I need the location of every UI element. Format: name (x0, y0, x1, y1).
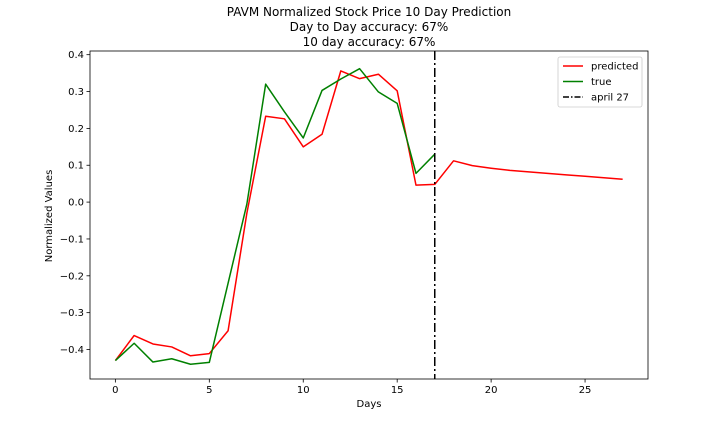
y-tick-label: 0.3 (68, 87, 84, 98)
legend-box (557, 56, 643, 108)
plot-frame (89, 50, 649, 380)
y-tick-label: −0.4 (60, 345, 84, 356)
legend-label-april-27: april 27 (591, 93, 629, 104)
y-tick-label: −0.1 (60, 234, 84, 245)
x-tick-label: 5 (206, 385, 212, 396)
legend: predicted true april 27 (557, 56, 643, 108)
y-tick-label: 0.4 (68, 50, 84, 61)
plot-area (114, 51, 623, 379)
x-tick-label: 20 (485, 385, 498, 396)
y-tick-label: 0.0 (68, 198, 84, 209)
x-tick-label: 25 (579, 385, 592, 396)
x-tick-label: 0 (112, 385, 118, 396)
legend-label-predicted: predicted (591, 62, 638, 73)
y-axis-label: Normalized Values (44, 170, 55, 263)
axes: 0 5 10 15 20 25 −0.4 −0.3 −0.2 −0.1 0.0 0.1 0.2 0.3 0.… (60, 50, 649, 396)
title-line-1: PAVM Normalized Stock Price 10 Day Predi… (227, 5, 511, 19)
legend-label-true: true (591, 77, 612, 88)
y-tick-label: −0.3 (60, 308, 84, 319)
series-line-true (114, 67, 436, 366)
x-tick-label: 15 (391, 385, 404, 396)
series-line-predicted (114, 70, 623, 362)
y-tick-label: −0.2 (60, 271, 84, 282)
title-line-2: Day to Day accuracy: 67% (290, 20, 449, 34)
chart-title: PAVM Normalized Stock Price 10 Day Predi… (227, 5, 511, 49)
y-tick-label: 0.2 (68, 124, 84, 135)
y-tick-label: 0.1 (68, 161, 84, 172)
x-axis-label: Days (357, 399, 382, 410)
x-tick-label: 10 (297, 385, 310, 396)
title-line-3: 10 day accuracy: 67% (303, 35, 436, 49)
